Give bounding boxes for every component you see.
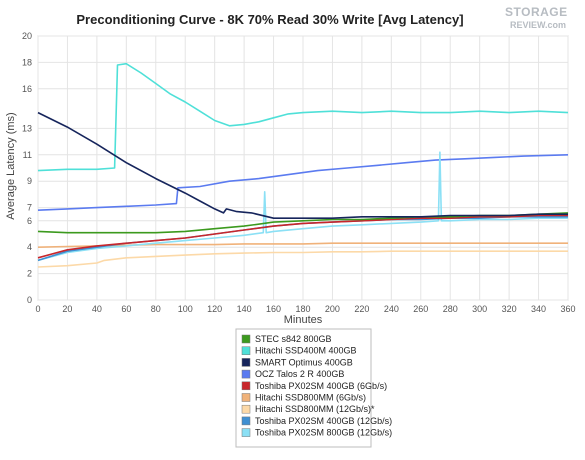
x-tick-label: 80 — [151, 304, 161, 314]
legend-swatch — [241, 334, 251, 344]
x-tick-label: 320 — [502, 304, 517, 314]
legend-entry: Hitachi SSD400M 400GB — [255, 346, 357, 356]
x-tick-label: 280 — [443, 304, 458, 314]
legend-swatch — [241, 358, 251, 367]
y-tick-label: 13 — [22, 123, 32, 133]
x-tick-label: 20 — [62, 304, 72, 314]
axes: 0 20 40 60 80 100 120 140 160 180 200 220 240 260 280 3… — [22, 31, 576, 314]
x-tick-label: 180 — [295, 304, 310, 314]
y-tick-label: 4 — [27, 242, 32, 252]
x-tick-label: 120 — [207, 304, 222, 314]
series-line — [37, 250, 568, 268]
legend-swatch — [241, 416, 251, 426]
watermark-logo: STORAGE REVIEW.com — [505, 5, 568, 30]
watermark-text: STORAGE — [505, 5, 568, 19]
y-tick-label: 9 — [27, 176, 32, 186]
legend-swatch — [241, 393, 251, 402]
y-tick-label: 6 — [27, 216, 32, 226]
x-tick-label: 260 — [413, 304, 428, 314]
chart-title: Preconditioning Curve - 8K 70% Read 30% … — [76, 12, 463, 27]
legend-entry: Hitachi SSD800MM (12Gb/s)* — [255, 404, 375, 414]
x-tick-label: 200 — [325, 304, 340, 314]
y-tick-label: 16 — [22, 84, 32, 94]
y-tick-label: 7 — [27, 203, 32, 213]
legend-entry: STEC s842 800GB — [255, 334, 332, 344]
y-tick-label: 18 — [22, 57, 32, 67]
x-tick-label: 60 — [121, 304, 131, 314]
series-line — [37, 62, 569, 172]
x-tick-label: 300 — [472, 304, 487, 314]
x-tick-label: 340 — [531, 304, 546, 314]
series-lines — [37, 62, 569, 268]
y-tick-label: 0 — [27, 295, 32, 305]
x-tick-label: 0 — [35, 304, 40, 314]
series-line — [37, 214, 568, 259]
x-tick-label: 360 — [560, 304, 575, 314]
y-tick-label: 11 — [23, 150, 32, 160]
legend-entry: Toshiba PX02SM 400GB (6Gb/s) — [255, 381, 387, 391]
legend-entry: SMART Optimus 400GB — [255, 357, 353, 367]
legend-entry: OCZ Talos 2 R 400GB — [255, 369, 344, 379]
x-axis-label: Minutes — [284, 314, 323, 326]
legend-swatch — [241, 369, 251, 379]
legend-box — [235, 328, 372, 448]
series-line — [37, 154, 569, 211]
watermark-sub: REVIEW.com — [510, 20, 566, 30]
legend-entry: Toshiba PX02SM 800GB (12Gb/s) — [255, 428, 392, 438]
x-tick-label: 40 — [92, 304, 102, 314]
y-axis-label: Average Latency (ms) — [5, 112, 17, 219]
legend-entry: Hitachi SSD800MM (6Gb/s) — [255, 393, 366, 403]
x-tick-label: 100 — [178, 304, 193, 314]
legend-swatch — [241, 346, 251, 355]
legend-swatch — [241, 428, 251, 437]
y-tick-label: 2 — [27, 269, 32, 279]
series-line — [37, 151, 568, 262]
y-tick-label: 20 — [22, 31, 32, 41]
x-tick-label: 160 — [266, 304, 281, 314]
x-tick-label: 240 — [384, 304, 399, 314]
x-tick-label: 140 — [237, 304, 252, 314]
series-line — [37, 111, 568, 219]
legend-entry: Toshiba PX02SM 400GB (12Gb/s) — [255, 416, 392, 426]
x-tick-label: 220 — [354, 304, 369, 314]
grid — [37, 35, 569, 301]
legend-swatch — [241, 404, 251, 414]
legend-swatch — [241, 381, 251, 391]
legend: STEC s842 800GB Hitachi SSD400M 400GBSMAR… — [235, 328, 392, 448]
